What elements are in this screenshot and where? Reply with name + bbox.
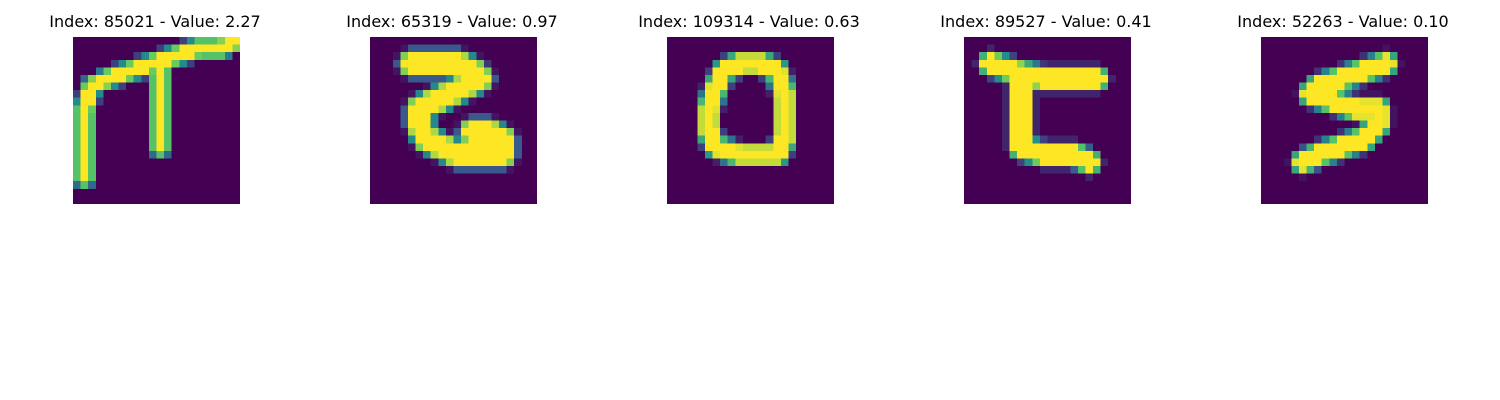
image-panel-5: Index: 52263 - Value: 0.10 bbox=[1193, 0, 1493, 210]
digit-image bbox=[73, 37, 240, 204]
panel-title: Index: 85021 - Value: 2.27 bbox=[49, 12, 261, 31]
digit-image bbox=[667, 37, 834, 204]
image-panel-1: Index: 85021 - Value: 2.27 bbox=[5, 0, 305, 210]
image-panel-4: Index: 89527 - Value: 0.41 bbox=[896, 0, 1196, 210]
panel-title: Index: 52263 - Value: 0.10 bbox=[1237, 12, 1449, 31]
digit-image bbox=[964, 37, 1131, 204]
image-panel-3: Index: 109314 - Value: 0.63 bbox=[599, 0, 899, 210]
digit-image bbox=[1261, 37, 1428, 204]
panel-title: Index: 109314 - Value: 0.63 bbox=[638, 12, 860, 31]
digit-image bbox=[370, 37, 537, 204]
image-panel-2: Index: 65319 - Value: 0.97 bbox=[302, 0, 602, 210]
panel-title: Index: 65319 - Value: 0.97 bbox=[346, 12, 558, 31]
panel-title: Index: 89527 - Value: 0.41 bbox=[940, 12, 1152, 31]
